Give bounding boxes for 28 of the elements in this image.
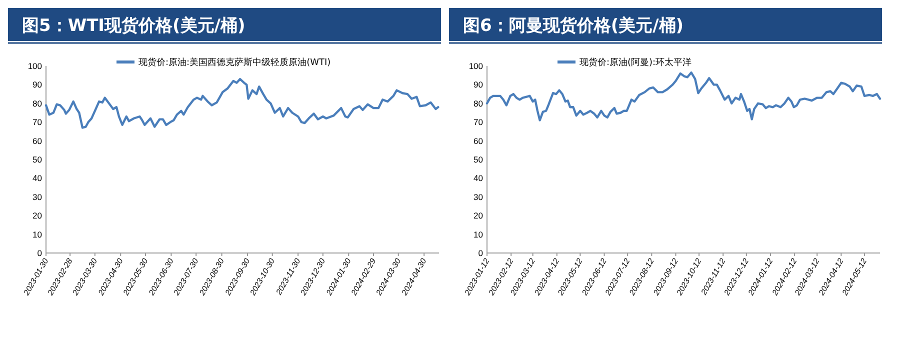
y-tick-label: 30 — [32, 192, 42, 202]
y-tick-label: 90 — [32, 80, 42, 90]
y-tick-label: 50 — [32, 154, 42, 164]
y-tick-label: 40 — [474, 173, 484, 184]
y-tick-label: 70 — [474, 117, 484, 128]
y-tick-label: 60 — [32, 136, 42, 146]
legend-label: 现货价:原油(阿曼):环太平洋 — [580, 57, 692, 68]
y-tick-label: 100 — [28, 60, 42, 71]
y-tick-label: 50 — [474, 154, 484, 164]
y-tick-label: 40 — [32, 173, 42, 184]
y-tick-label: 0 — [37, 248, 42, 258]
y-tick-label: 80 — [474, 98, 484, 108]
y-tick-label: 20 — [474, 210, 484, 221]
line-series — [44, 78, 440, 129]
chart-title: 图6：阿曼现货价格(美元/桶) — [463, 16, 684, 36]
y-tick-label: 60 — [474, 136, 484, 146]
y-tick-label: 90 — [474, 80, 484, 90]
y-tick-label: 10 — [32, 229, 42, 240]
y-tick-label: 70 — [32, 117, 42, 128]
chart-title: 图5：WTI现货价格(美元/桶) — [22, 16, 246, 36]
y-tick-label: 30 — [474, 192, 484, 202]
y-tick-label: 80 — [32, 98, 42, 108]
legend-label: 现货价:原油:美国西德克萨斯中级轻质原油(WTI) — [138, 57, 331, 68]
line-series — [486, 71, 882, 122]
y-tick-label: 100 — [468, 60, 484, 71]
y-tick-label: 20 — [32, 210, 42, 221]
y-tick-label: 10 — [474, 229, 484, 240]
y-tick-label: 0 — [478, 248, 484, 258]
